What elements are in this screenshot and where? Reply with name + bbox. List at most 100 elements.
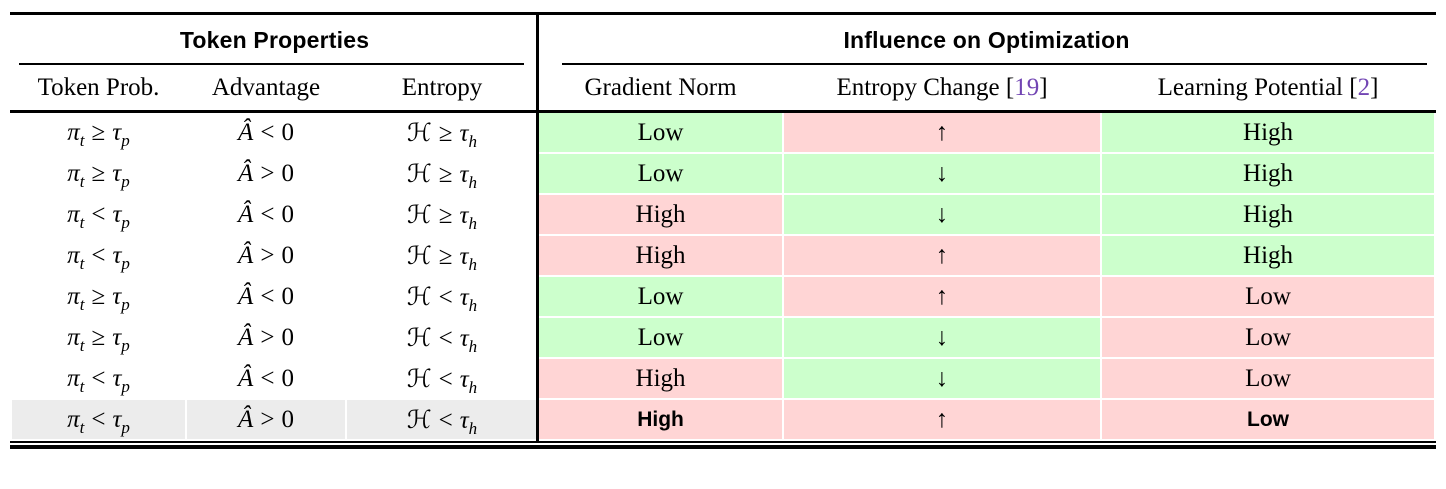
gradient-norm-cell: Low — [537, 275, 785, 318]
math-expression: ℋ < τh — [406, 406, 478, 438]
table-row: πt < τp Â <0 ℋ < τh High ↓ Low — [10, 357, 1437, 400]
math-expression: πt ≥ τp — [67, 282, 130, 314]
citation-ref: [19] — [1006, 74, 1048, 101]
column-header-row: Token Prob. Advantage Entropy Gradient N… — [11, 65, 1436, 113]
citation-link[interactable]: 19 — [1014, 73, 1040, 101]
table-row: πt ≥ τp Â >0 ℋ < τh Low ↓ Low — [10, 316, 1437, 359]
citation-ref: [2] — [1349, 74, 1378, 101]
math-expression: ℋ ≥ τh — [407, 242, 477, 274]
group-header-influence-on-optimization: Influence on Optimization — [538, 15, 1435, 65]
gradient-norm-cell: High — [537, 357, 785, 400]
table-row-highlighted: πt < τp Â >0 ℋ < τh High ↑ Low — [10, 398, 1437, 441]
gradient-norm-cell: Low — [537, 152, 785, 195]
token-prob-cell: πt < τp — [10, 398, 187, 441]
token-prob-cell: πt ≥ τp — [10, 316, 187, 359]
entropy-change-cell: ↑ — [782, 110, 1103, 154]
col-header-label: Gradient Norm — [584, 73, 737, 101]
math-expression: ℋ ≥ τh — [407, 201, 477, 233]
math-expression: Â <0 — [238, 118, 294, 146]
bracket: ] — [1039, 73, 1048, 101]
col-header-advantage: Advantage — [186, 65, 346, 113]
group-header-token-properties: Token Properties — [11, 15, 538, 65]
table-row: πt ≥ τp Â >0 ℋ ≥ τh Low ↓ High — [10, 152, 1437, 195]
learning-potential-cell: High — [1100, 152, 1437, 195]
advantage-cell: Â <0 — [185, 193, 347, 236]
math-expression: Â >0 — [238, 323, 294, 351]
bracket: [ — [1005, 73, 1015, 101]
entropy-cell: ℋ < τh — [344, 357, 540, 400]
math-expression: πt < τp — [67, 241, 130, 273]
table-body: πt ≥ τp Â <0 ℋ ≥ τh Low ↑ High πt ≥ τp Â >0 ℋ ≥ τh… — [10, 110, 1437, 441]
math-expression: ℋ ≥ τh — [407, 160, 477, 192]
entropy-cell: ℋ ≥ τh — [344, 110, 540, 154]
learning-potential-cell: High — [1100, 110, 1437, 154]
bracket: ] — [1370, 73, 1379, 101]
col-header-entropy-change: Entropy Change [19] — [783, 65, 1102, 113]
math-expression: ℋ < τh — [406, 324, 478, 356]
table-row: πt < τp Â <0 ℋ ≥ τh High ↓ High — [10, 193, 1437, 236]
entropy-cell: ℋ < τh — [344, 316, 540, 359]
entropy-cell: ℋ < τh — [344, 398, 540, 441]
math-expression: Â <0 — [238, 200, 294, 228]
learning-potential-cell: High — [1100, 193, 1437, 236]
math-expression: πt < τp — [67, 364, 130, 396]
advantage-cell: Â >0 — [185, 152, 347, 195]
col-header-entropy: Entropy — [346, 65, 539, 113]
entropy-cell: ℋ ≥ τh — [344, 193, 540, 236]
entropy-change-cell: ↑ — [782, 275, 1103, 318]
col-header-label: Learning Potential — [1157, 73, 1343, 101]
learning-potential-cell: Low — [1100, 357, 1437, 400]
entropy-change-cell: ↑ — [782, 234, 1103, 277]
gradient-norm-cell: Low — [537, 110, 785, 154]
math-expression: Â >0 — [238, 241, 294, 269]
learning-potential-cell: Low — [1100, 398, 1437, 441]
section-divider-line — [536, 15, 539, 441]
math-expression: πt ≥ τp — [67, 323, 130, 355]
token-prob-cell: πt < τp — [10, 234, 187, 277]
col-header-label: Advantage — [211, 73, 321, 101]
math-expression: Â >0 — [238, 159, 294, 187]
advantage-cell: Â >0 — [185, 316, 347, 359]
math-expression: ℋ ≥ τh — [407, 119, 477, 151]
gradient-norm-cell: High — [537, 398, 785, 441]
token-prob-cell: πt ≥ τp — [10, 275, 187, 318]
entropy-change-cell: ↓ — [782, 152, 1103, 195]
math-expression: Â <0 — [238, 282, 294, 310]
entropy-cell: ℋ ≥ τh — [344, 152, 540, 195]
math-expression: Â <0 — [238, 364, 294, 392]
math-expression: πt < τp — [67, 405, 130, 437]
col-header-label: Token Prob. — [37, 73, 160, 101]
table-row: πt < τp Â >0 ℋ ≥ τh High ↑ High — [10, 234, 1437, 277]
entropy-cell: ℋ < τh — [344, 275, 540, 318]
entropy-change-cell: ↓ — [782, 357, 1103, 400]
group-header-row: Token Properties Influence on Optimizati… — [11, 15, 1435, 65]
math-expression: πt ≥ τp — [67, 118, 130, 150]
col-header-label: Entropy Change — [836, 73, 1000, 101]
advantage-cell: Â <0 — [185, 275, 347, 318]
col-header-token-prob: Token Prob. — [11, 65, 186, 113]
col-header-label: Entropy — [401, 73, 483, 101]
group-label: Token Properties — [179, 26, 370, 53]
entropy-cell: ℋ ≥ τh — [344, 234, 540, 277]
token-prob-cell: πt ≥ τp — [10, 152, 187, 195]
group-label: Influence on Optimization — [843, 26, 1130, 53]
math-expression: πt < τp — [67, 200, 130, 232]
learning-potential-cell: High — [1100, 234, 1437, 277]
gradient-norm-cell: Low — [537, 316, 785, 359]
math-expression: πt ≥ τp — [67, 159, 130, 191]
advantage-cell: Â <0 — [185, 110, 347, 154]
learning-potential-cell: Low — [1100, 316, 1437, 359]
advantage-cell: Â >0 — [185, 398, 347, 441]
top-rule — [10, 12, 1436, 15]
col-header-gradient-norm: Gradient Norm — [538, 65, 784, 113]
gradient-norm-cell: High — [537, 234, 785, 277]
entropy-change-cell: ↓ — [782, 193, 1103, 236]
token-prob-cell: πt < τp — [10, 193, 187, 236]
table-row: πt ≥ τp Â <0 ℋ < τh Low ↑ Low — [10, 275, 1437, 318]
math-expression: Â >0 — [238, 405, 294, 433]
advantage-cell: Â >0 — [185, 234, 347, 277]
citation-link[interactable]: 2 — [1357, 73, 1371, 101]
table-row: πt ≥ τp Â <0 ℋ ≥ τh Low ↑ High — [10, 110, 1437, 154]
entropy-change-cell: ↓ — [782, 316, 1103, 359]
math-expression: ℋ < τh — [406, 283, 478, 315]
